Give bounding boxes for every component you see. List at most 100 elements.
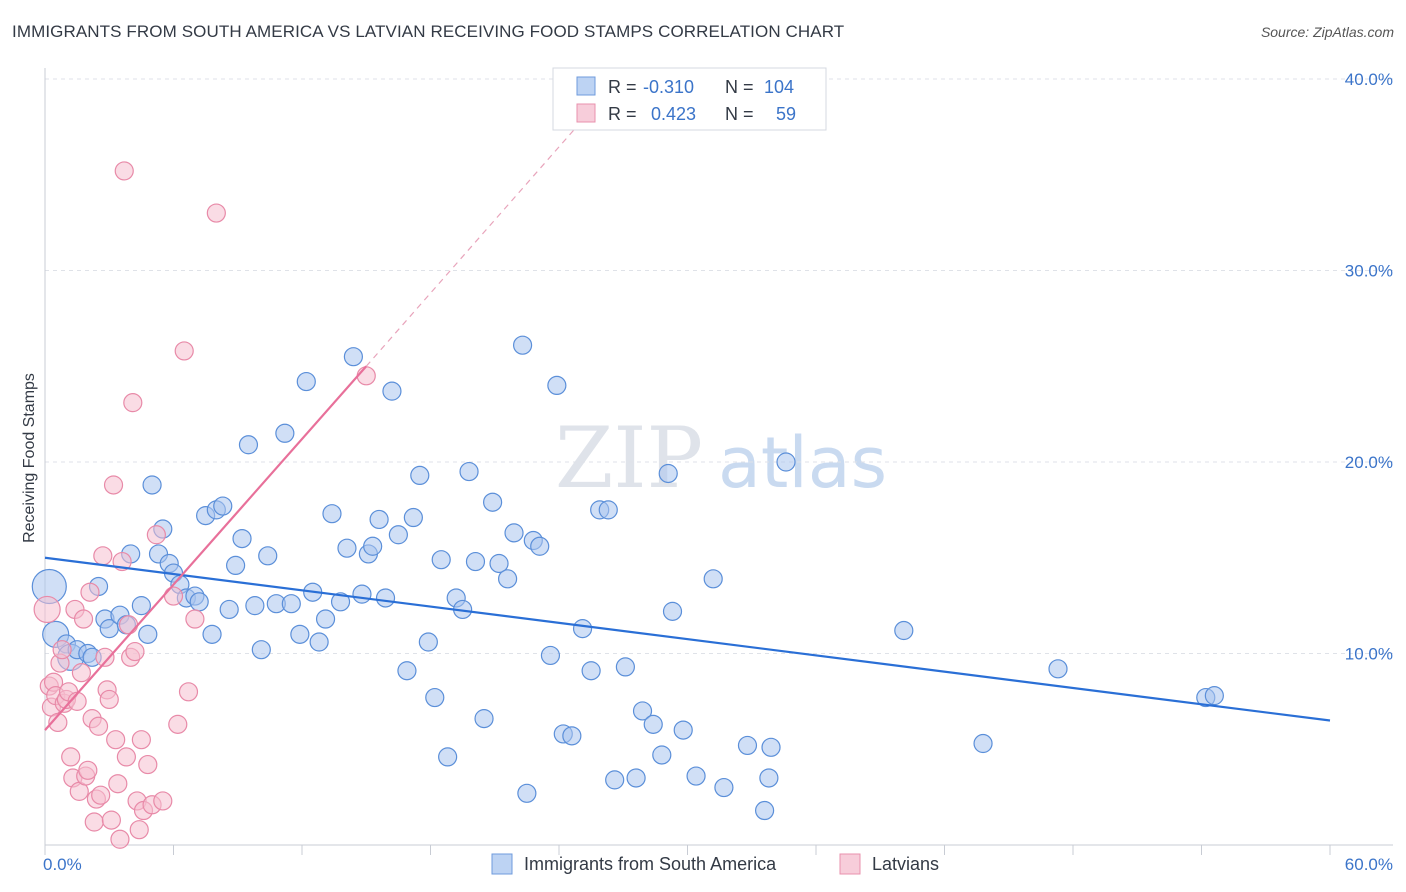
legend-r-label-2: R = (608, 104, 637, 124)
legend-n-value-1: 104 (764, 77, 794, 97)
immigrants-point-84 (626, 768, 646, 788)
immigrants-point-15 (142, 475, 162, 495)
trend-line-latvians-extension (365, 97, 603, 367)
latvians-point-11 (61, 747, 81, 767)
immigrants-point-73 (530, 536, 550, 556)
latvians-point-29 (99, 689, 119, 710)
immigrants-point-70 (512, 335, 533, 355)
latvians-point-46 (138, 754, 158, 775)
latvians-point-33 (108, 774, 128, 794)
immigrants-point-57 (418, 632, 438, 652)
bottom-legend-label-immigrants: Immigrants from South America (524, 854, 777, 874)
immigrants-point-58 (425, 687, 445, 708)
stats-legend-box (552, 67, 827, 131)
legend-r-label-1: R = (608, 77, 637, 97)
legend-n-label-2: N = (725, 104, 754, 124)
immigrants-point-67 (489, 553, 509, 574)
immigrants-point-96 (759, 768, 779, 788)
immigrants-point-75 (547, 375, 567, 395)
immigrants-point-85 (632, 701, 653, 721)
immigrants-point-99 (894, 620, 914, 641)
immigrants-point-29 (226, 555, 246, 576)
immigrants-point-14 (138, 624, 158, 644)
latvians-point-22 (84, 812, 104, 832)
immigrants-point-37 (281, 594, 301, 614)
immigrants-point-51 (375, 588, 396, 608)
immigrants-point-83 (615, 657, 635, 677)
x-tick-label-min: 0.0% (43, 855, 82, 874)
immigrants-point-66 (483, 492, 503, 512)
legend-n-label-1: N = (725, 77, 754, 97)
latvians-point-30 (101, 810, 121, 830)
immigrants-point-97 (761, 737, 781, 757)
immigrants-point-47 (352, 584, 372, 604)
immigrants-point-98 (776, 452, 796, 472)
latvians-point-51 (168, 714, 188, 734)
immigrants-point-94 (737, 735, 758, 756)
watermark-zip: ZIP (555, 409, 703, 507)
latvians-point-54 (185, 609, 205, 629)
latvians-point-31 (103, 475, 124, 495)
latvians-point-7 (52, 640, 72, 660)
latvians-point-25 (91, 785, 111, 805)
series-legend: Immigrants from South America Latvians (491, 853, 939, 875)
latvians-point-5 (48, 712, 68, 733)
trend-lines (44, 97, 1331, 731)
immigrants-point-87 (652, 745, 672, 765)
latvians-point-0 (33, 595, 61, 624)
series-latvians-points (33, 161, 376, 849)
y-tick-label-30: 30.0% (1345, 262, 1393, 281)
immigrants-point-89 (662, 601, 683, 621)
legend-swatch-pink (576, 103, 596, 123)
immigrants-point-55 (403, 507, 423, 528)
immigrants-point-54 (397, 661, 417, 681)
immigrants-point-95 (754, 800, 775, 821)
immigrants-point-25 (202, 624, 222, 644)
latvians-point-52 (174, 341, 194, 361)
immigrants-point-36 (275, 423, 295, 443)
bottom-legend-swatch-pink (839, 853, 861, 875)
immigrants-point-92 (703, 569, 723, 589)
immigrants-point-27 (213, 496, 233, 516)
immigrants-point-81 (598, 500, 618, 520)
legend-n-value-2: 59 (776, 104, 796, 124)
latvians-point-43 (129, 820, 149, 840)
immigrants-point-33 (251, 640, 271, 660)
immigrants-point-31 (238, 435, 259, 455)
y-tick-label-10: 10.0% (1345, 645, 1393, 664)
y-tick-label-20: 20.0% (1345, 453, 1393, 472)
immigrants-point-74 (540, 645, 561, 666)
immigrants-point-42 (315, 609, 336, 629)
immigrants-point-30 (232, 528, 252, 549)
immigrants-point-79 (581, 661, 601, 681)
immigrants-point-60 (438, 747, 458, 767)
immigrants-point-56 (410, 465, 430, 486)
immigrants-point-93 (714, 777, 734, 798)
latvians-point-44 (131, 730, 151, 750)
immigrants-point-38 (290, 624, 310, 644)
latvians-point-41 (125, 641, 145, 662)
immigrants-point-82 (605, 770, 625, 790)
latvians-point-38 (118, 615, 139, 635)
immigrants-point-63 (459, 461, 479, 482)
watermark-atlas: atlas (718, 422, 887, 504)
latvians-point-34 (110, 829, 130, 849)
immigrants-point-23 (189, 592, 209, 612)
immigrants-point-101 (1048, 659, 1068, 679)
immigrants-point-77 (562, 726, 582, 746)
immigrants-point-41 (309, 632, 329, 652)
chart-title: IMMIGRANTS FROM SOUTH AMERICA VS LATVIAN… (12, 22, 845, 41)
latvians-point-19 (78, 760, 98, 780)
immigrants-point-39 (296, 371, 316, 392)
stats-legend: R = -0.310 N = 104 R = 0.423 N = 59 (552, 67, 827, 131)
latvians-point-55 (206, 203, 226, 223)
immigrants-point-34 (258, 546, 278, 566)
latvians-point-17 (73, 609, 94, 629)
latvians-point-16 (71, 663, 92, 683)
immigrants-point-68 (498, 569, 518, 589)
latvians-point-20 (80, 582, 100, 602)
immigrants-point-69 (504, 523, 524, 543)
immigrants-point-88 (658, 463, 678, 484)
bottom-legend-swatch-blue (491, 853, 513, 875)
